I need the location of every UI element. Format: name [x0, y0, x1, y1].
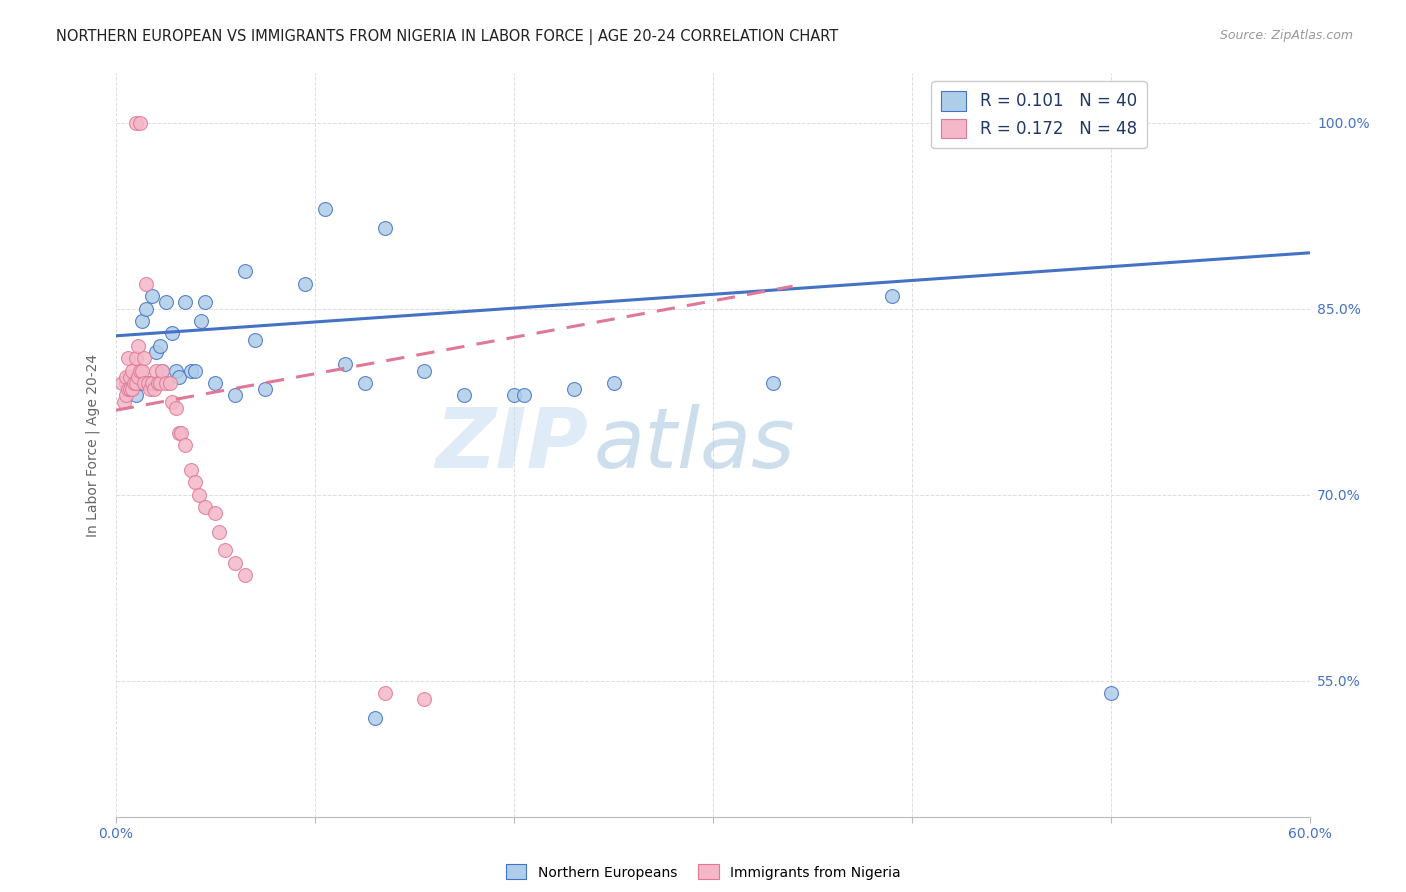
Point — [155, 295, 177, 310]
Point — [194, 500, 217, 514]
Point — [135, 301, 157, 316]
Point — [194, 295, 217, 310]
Point — [121, 382, 143, 396]
Point — [413, 692, 436, 706]
Point — [233, 264, 256, 278]
Point — [208, 524, 231, 539]
Point — [160, 326, 183, 341]
Point — [128, 363, 150, 377]
Point — [159, 376, 181, 390]
Point — [112, 394, 135, 409]
Point — [314, 202, 336, 217]
Point — [503, 388, 526, 402]
Point — [762, 376, 785, 390]
Point — [882, 289, 904, 303]
Point — [363, 711, 385, 725]
Point — [184, 363, 207, 377]
Legend: R = 0.101   N = 40, R = 0.172   N = 48: R = 0.101 N = 40, R = 0.172 N = 48 — [931, 81, 1147, 148]
Point — [132, 376, 155, 390]
Text: NORTHERN EUROPEAN VS IMMIGRANTS FROM NIGERIA IN LABOR FORCE | AGE 20-24 CORRELAT: NORTHERN EUROPEAN VS IMMIGRANTS FROM NIG… — [56, 29, 838, 45]
Point — [170, 425, 193, 440]
Point — [136, 376, 159, 390]
Point — [180, 363, 202, 377]
Point — [374, 221, 396, 235]
Point — [118, 382, 141, 396]
Point — [145, 363, 167, 377]
Point — [204, 376, 226, 390]
Point — [224, 556, 246, 570]
Point — [602, 376, 624, 390]
Point — [190, 314, 212, 328]
Text: atlas: atlas — [593, 404, 796, 485]
Point — [128, 376, 150, 390]
Point — [142, 382, 165, 396]
Point — [562, 382, 585, 396]
Point — [114, 369, 136, 384]
Point — [114, 388, 136, 402]
Text: ZIP: ZIP — [434, 404, 588, 485]
Point — [148, 339, 170, 353]
Point — [136, 376, 159, 390]
Point — [165, 401, 187, 415]
Point — [204, 506, 226, 520]
Point — [160, 394, 183, 409]
Point — [117, 351, 139, 366]
Point — [174, 295, 197, 310]
Point — [413, 363, 436, 377]
Point — [135, 277, 157, 291]
Point — [353, 376, 375, 390]
Point — [294, 277, 316, 291]
Point — [150, 363, 173, 377]
Point — [184, 475, 207, 490]
Point — [141, 289, 163, 303]
Point — [453, 388, 475, 402]
Point — [125, 376, 148, 390]
Text: Source: ZipAtlas.com: Source: ZipAtlas.com — [1219, 29, 1353, 42]
Point — [125, 388, 148, 402]
Point — [132, 351, 155, 366]
Point — [141, 376, 163, 390]
Point — [111, 376, 134, 390]
Point — [128, 115, 150, 129]
Point — [513, 388, 536, 402]
Point — [121, 382, 143, 396]
Point — [224, 388, 246, 402]
Point — [131, 314, 153, 328]
Point — [127, 339, 149, 353]
Point — [145, 345, 167, 359]
Point — [174, 438, 197, 452]
Point — [155, 376, 177, 390]
Point — [117, 382, 139, 396]
Point — [148, 376, 170, 390]
Point — [233, 568, 256, 582]
Point — [180, 463, 202, 477]
Point — [146, 376, 169, 390]
Point — [214, 543, 236, 558]
Point — [131, 363, 153, 377]
Point — [122, 376, 145, 390]
Point — [333, 357, 356, 371]
Point — [121, 363, 143, 377]
Point — [127, 369, 149, 384]
Point — [118, 369, 141, 384]
Point — [138, 382, 160, 396]
Point — [254, 382, 277, 396]
Point — [125, 115, 148, 129]
Legend: Northern Europeans, Immigrants from Nigeria: Northern Europeans, Immigrants from Nige… — [501, 859, 905, 885]
Point — [165, 363, 187, 377]
Point — [169, 425, 191, 440]
Point — [243, 333, 266, 347]
Point — [374, 686, 396, 700]
Point — [188, 487, 211, 501]
Point — [125, 351, 148, 366]
Point — [150, 363, 173, 377]
Point — [1099, 686, 1122, 700]
Point — [114, 376, 136, 390]
Point — [169, 369, 191, 384]
Y-axis label: In Labor Force | Age 20-24: In Labor Force | Age 20-24 — [86, 353, 100, 536]
